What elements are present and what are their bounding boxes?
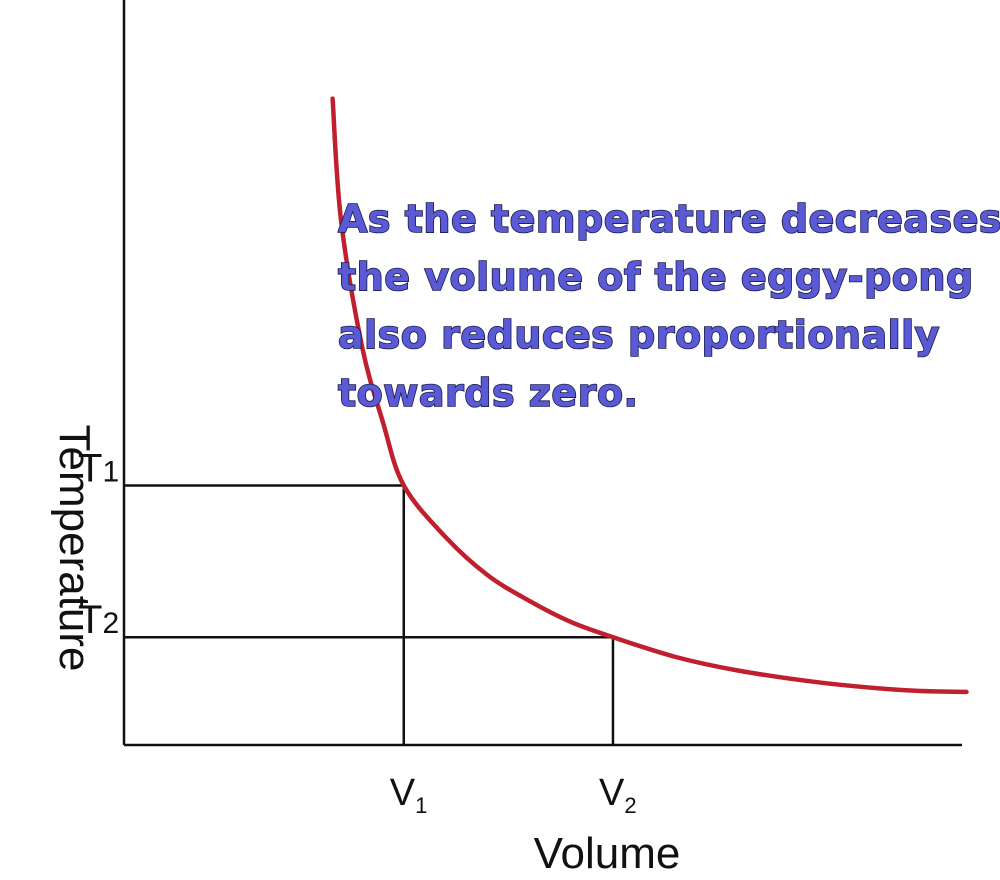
series-line-1 (330, 96, 969, 695)
annotation: As the temperature decreases s the volume… (337, 196, 1000, 416)
y-tick-label-1: T1 (78, 447, 119, 491)
annotation-line-4: towards zero. (338, 371, 638, 415)
x-tick-label-2: V2 (599, 772, 637, 818)
tick-labels: V1 V2 T1 T2 (78, 447, 637, 818)
x-axis-label: Volume (534, 829, 681, 878)
annotation-line-1: As the temperature decreases s (338, 197, 1000, 241)
annotation-line-3: also reduces proportionally (338, 313, 940, 357)
series-curves (330, 96, 969, 695)
annotation-line-2: the volume of the eggy-pong (338, 255, 974, 299)
guide-lines (124, 484, 615, 745)
x-tick-label-1: V1 (390, 772, 428, 818)
y-axis-label: Temperature (50, 424, 99, 671)
y-tick-label-2: T2 (78, 598, 119, 642)
